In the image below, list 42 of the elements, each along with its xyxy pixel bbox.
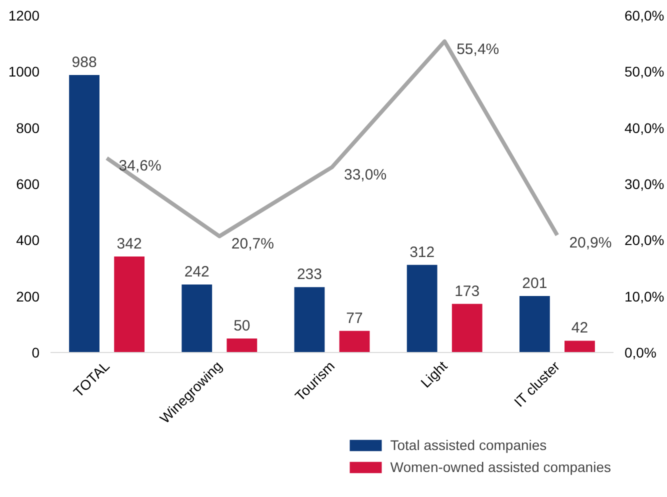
legend-label: Women-owned assisted companies — [390, 459, 611, 475]
data-label: 34,6% — [118, 158, 162, 175]
y2-tick-label: 40,0% — [624, 120, 664, 136]
data-label: 233 — [296, 266, 322, 284]
y-tick-label: 800 — [16, 120, 40, 136]
y-tick-label: 0 — [32, 344, 40, 360]
data-label: 312 — [410, 244, 435, 261]
y2-tick-label: 10,0% — [624, 288, 664, 304]
y2-tick-label: 30,0% — [624, 176, 664, 192]
y-tick-label: 600 — [16, 176, 40, 192]
bar — [182, 284, 212, 352]
data-label: 20,9% — [569, 234, 612, 252]
y2-tick-label: 20,0% — [624, 232, 664, 248]
y2-tick-label: 60,0% — [624, 8, 664, 24]
data-label: 33,0% — [344, 166, 387, 184]
y2-tick-label: 0,0% — [624, 344, 656, 360]
bar — [519, 296, 550, 352]
data-label: 242 — [184, 264, 210, 281]
data-label: 201 — [522, 275, 548, 292]
bar — [69, 75, 100, 352]
data-label: 42 — [571, 320, 588, 337]
line-series — [104, 39, 560, 238]
y-tick-label: 1200 — [8, 8, 40, 24]
bar — [226, 338, 258, 352]
data-label: 173 — [454, 282, 480, 300]
data-label: 77 — [346, 310, 363, 327]
bar — [406, 264, 438, 352]
bar — [339, 330, 370, 352]
bar — [294, 287, 325, 352]
data-label: 20,7% — [231, 236, 274, 253]
y-tick-label: 200 — [16, 288, 40, 304]
data-label: 55,4% — [456, 40, 500, 58]
legend-label: Total assisted companies — [390, 437, 547, 453]
data-label: 988 — [72, 54, 97, 72]
y-tick-label: 400 — [16, 232, 40, 248]
bar — [564, 340, 595, 352]
y-tick-label: 1000 — [8, 64, 40, 80]
bar — [452, 304, 482, 352]
data-label: 342 — [116, 235, 142, 252]
bar — [114, 256, 145, 352]
data-label: 50 — [234, 317, 250, 334]
y2-tick-label: 50,0% — [624, 64, 664, 80]
